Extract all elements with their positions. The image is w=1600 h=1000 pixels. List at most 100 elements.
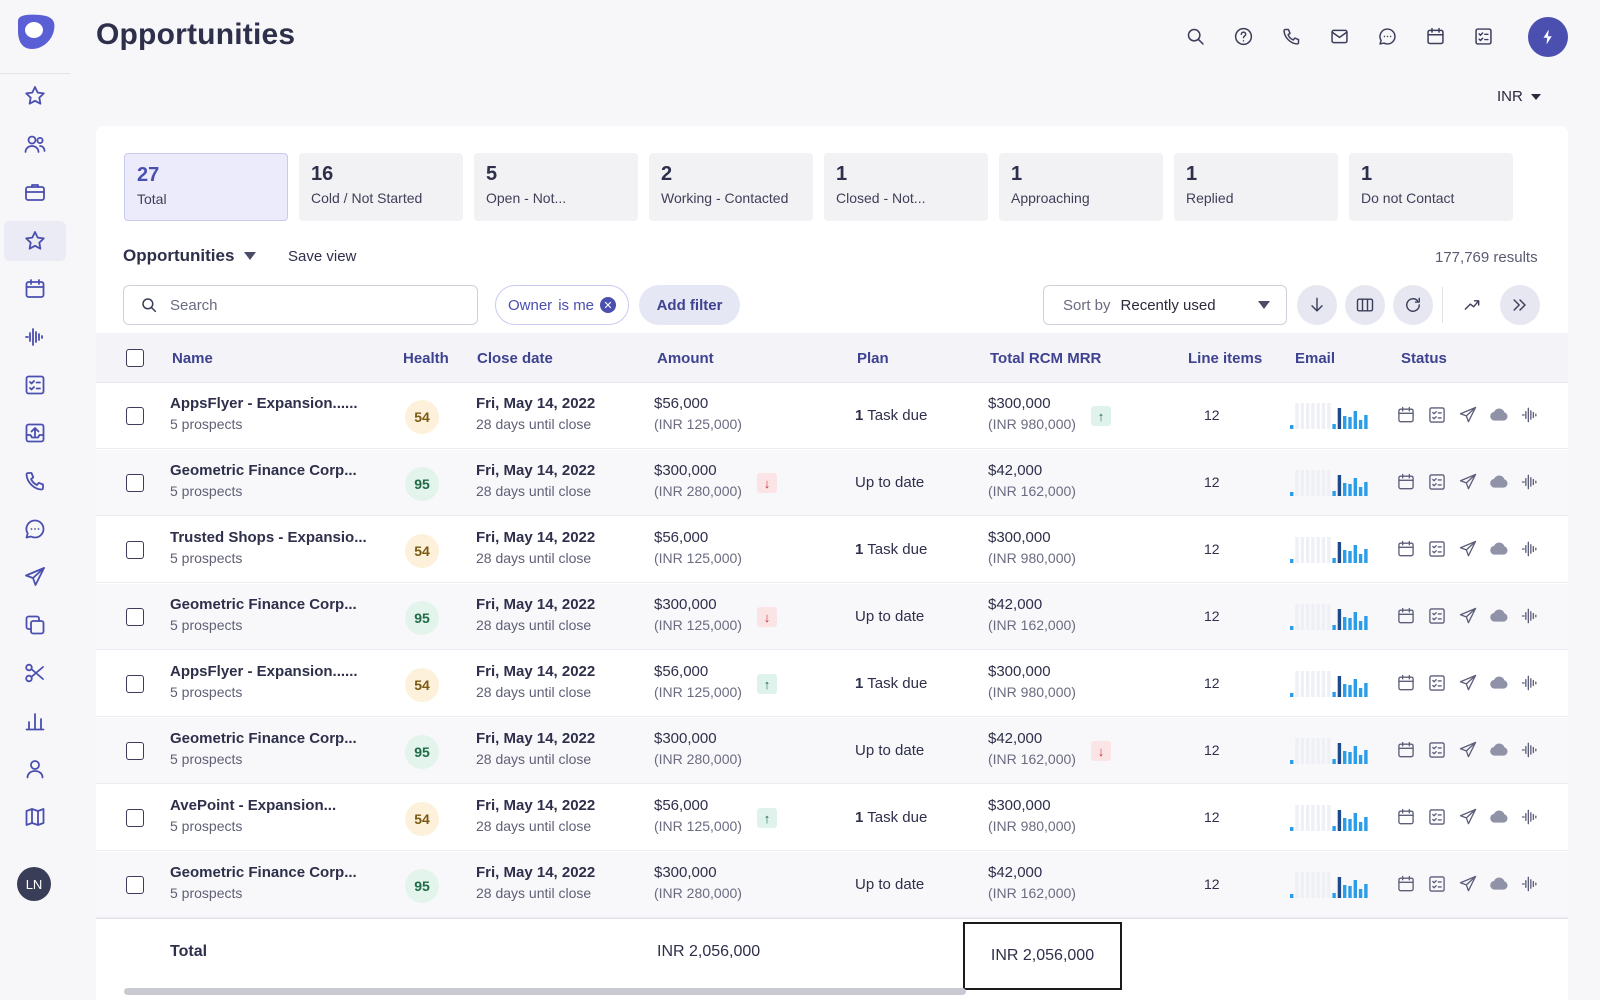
search-input[interactable] xyxy=(170,296,450,314)
nav-conversations[interactable] xyxy=(4,509,66,549)
opportunity-name-link[interactable]: AppsFlyer - Expansion...... xyxy=(170,663,358,680)
checklist-icon[interactable] xyxy=(1427,606,1447,626)
waveform-icon[interactable] xyxy=(1520,405,1540,425)
plan-cell[interactable]: Up to date xyxy=(855,742,924,759)
expand-panel-button[interactable] xyxy=(1500,285,1540,325)
stat-tab-approaching[interactable]: 1 Approaching xyxy=(999,153,1163,221)
nav-map[interactable] xyxy=(4,797,66,837)
opportunity-name-link[interactable]: Geometric Finance Corp... xyxy=(170,730,357,747)
column-header-health[interactable]: Health xyxy=(403,350,449,367)
waveform-icon[interactable] xyxy=(1520,539,1540,559)
send-icon[interactable] xyxy=(1458,539,1478,559)
quick-actions-button[interactable] xyxy=(1528,17,1568,57)
column-header-line-items[interactable]: Line items xyxy=(1188,350,1263,367)
nav-tasks[interactable] xyxy=(4,365,66,405)
nav-accounts[interactable] xyxy=(4,172,66,212)
stat-tab-total[interactable]: 27 Total xyxy=(124,153,288,221)
checklist-icon[interactable] xyxy=(1427,472,1447,492)
plan-cell[interactable]: Up to date xyxy=(855,608,924,625)
stat-tab-closed[interactable]: 1 Closed - Not... xyxy=(824,153,988,221)
checklist-icon[interactable] xyxy=(1427,673,1447,693)
nav-profile[interactable] xyxy=(4,749,66,789)
horizontal-scrollbar[interactable] xyxy=(124,988,966,995)
stat-tab-replied[interactable]: 1 Replied xyxy=(1174,153,1338,221)
cloud-icon[interactable] xyxy=(1489,874,1509,894)
search-button[interactable] xyxy=(1183,22,1207,50)
table-row[interactable]: Geometric Finance Corp... 5 prospects 95 Fr… xyxy=(96,584,1568,650)
opportunity-name-link[interactable]: Geometric Finance Corp... xyxy=(170,462,357,479)
column-header-status[interactable]: Status xyxy=(1401,350,1447,367)
plan-cell[interactable]: Up to date xyxy=(855,474,924,491)
nav-reports[interactable] xyxy=(4,701,66,741)
opportunity-name-link[interactable]: AppsFlyer - Expansion...... xyxy=(170,395,358,412)
app-logo-icon[interactable] xyxy=(12,13,56,51)
send-icon[interactable] xyxy=(1458,807,1478,827)
waveform-icon[interactable] xyxy=(1520,606,1540,626)
cloud-icon[interactable] xyxy=(1489,472,1509,492)
plan-cell[interactable]: 1 Task due xyxy=(855,541,927,558)
help-button[interactable] xyxy=(1231,22,1255,50)
row-checkbox[interactable] xyxy=(126,742,144,760)
cloud-icon[interactable] xyxy=(1489,405,1509,425)
column-header-amount[interactable]: Amount xyxy=(657,350,714,367)
send-icon[interactable] xyxy=(1458,740,1478,760)
calendar-icon[interactable] xyxy=(1396,405,1416,425)
cloud-icon[interactable] xyxy=(1489,606,1509,626)
stat-tab-do-not-contact[interactable]: 1 Do not Contact xyxy=(1349,153,1513,221)
nav-insights[interactable] xyxy=(4,317,66,357)
cloud-icon[interactable] xyxy=(1489,740,1509,760)
row-checkbox[interactable] xyxy=(126,407,144,425)
trends-button[interactable] xyxy=(1452,285,1492,325)
tasks-button[interactable] xyxy=(1471,22,1495,50)
waveform-icon[interactable] xyxy=(1520,874,1540,894)
checklist-icon[interactable] xyxy=(1427,874,1447,894)
send-icon[interactable] xyxy=(1458,874,1478,894)
stat-tab-open[interactable]: 5 Open - Not... xyxy=(474,153,638,221)
table-row[interactable]: Geometric Finance Corp... 5 prospects 95 Fr… xyxy=(96,718,1568,784)
waveform-icon[interactable] xyxy=(1520,807,1540,827)
row-checkbox[interactable] xyxy=(126,675,144,693)
checklist-icon[interactable] xyxy=(1427,405,1447,425)
waveform-icon[interactable] xyxy=(1520,740,1540,760)
owner-filter-chip[interactable]: Owner is me ✕ xyxy=(495,285,630,325)
nav-snippets[interactable] xyxy=(4,653,66,693)
column-header-name[interactable]: Name xyxy=(172,350,213,367)
calendar-icon[interactable] xyxy=(1396,807,1416,827)
calendar-icon[interactable] xyxy=(1396,472,1416,492)
sort-select[interactable]: Sort by Recently used xyxy=(1043,285,1287,325)
plan-cell[interactable]: 1 Task due xyxy=(855,675,927,692)
user-avatar[interactable]: LN xyxy=(17,867,51,901)
opportunity-name-link[interactable]: Geometric Finance Corp... xyxy=(170,596,357,613)
remove-filter-icon[interactable]: ✕ xyxy=(600,297,617,313)
calendar-button[interactable] xyxy=(1423,22,1447,50)
send-icon[interactable] xyxy=(1458,673,1478,693)
plan-cell[interactable]: 1 Task due xyxy=(855,809,927,826)
row-checkbox[interactable] xyxy=(126,474,144,492)
stat-tab-working[interactable]: 2 Working - Contacted xyxy=(649,153,813,221)
currency-select[interactable]: INR xyxy=(1497,88,1541,105)
checklist-icon[interactable] xyxy=(1427,539,1447,559)
table-row[interactable]: Geometric Finance Corp... 5 prospects 95 Fr… xyxy=(96,450,1568,516)
plan-cell[interactable]: 1 Task due xyxy=(855,407,927,424)
add-filter-button[interactable]: Add filter xyxy=(639,285,740,325)
refresh-button[interactable] xyxy=(1393,285,1433,325)
phone-button[interactable] xyxy=(1279,22,1303,50)
table-row[interactable]: AppsFlyer - Expansion...... 5 prospects 54… xyxy=(96,383,1568,449)
send-icon[interactable] xyxy=(1458,472,1478,492)
columns-button[interactable] xyxy=(1345,285,1385,325)
view-selector[interactable]: Opportunities xyxy=(123,246,257,266)
nav-sequences[interactable] xyxy=(4,557,66,597)
nav-templates[interactable] xyxy=(4,605,66,645)
calendar-icon[interactable] xyxy=(1396,539,1416,559)
checklist-icon[interactable] xyxy=(1427,740,1447,760)
chat-button[interactable] xyxy=(1375,22,1399,50)
mail-button[interactable] xyxy=(1327,22,1351,50)
row-checkbox[interactable] xyxy=(126,608,144,626)
nav-opportunities[interactable] xyxy=(4,221,66,261)
column-header-email[interactable]: Email xyxy=(1295,350,1336,367)
row-checkbox[interactable] xyxy=(126,541,144,559)
calendar-icon[interactable] xyxy=(1396,874,1416,894)
table-row[interactable]: Trusted Shops - Expansio... 5 prospects 54… xyxy=(96,517,1568,583)
opportunity-name-link[interactable]: Geometric Finance Corp... xyxy=(170,864,357,881)
stat-tab-cold[interactable]: 16 Cold / Not Started xyxy=(299,153,463,221)
